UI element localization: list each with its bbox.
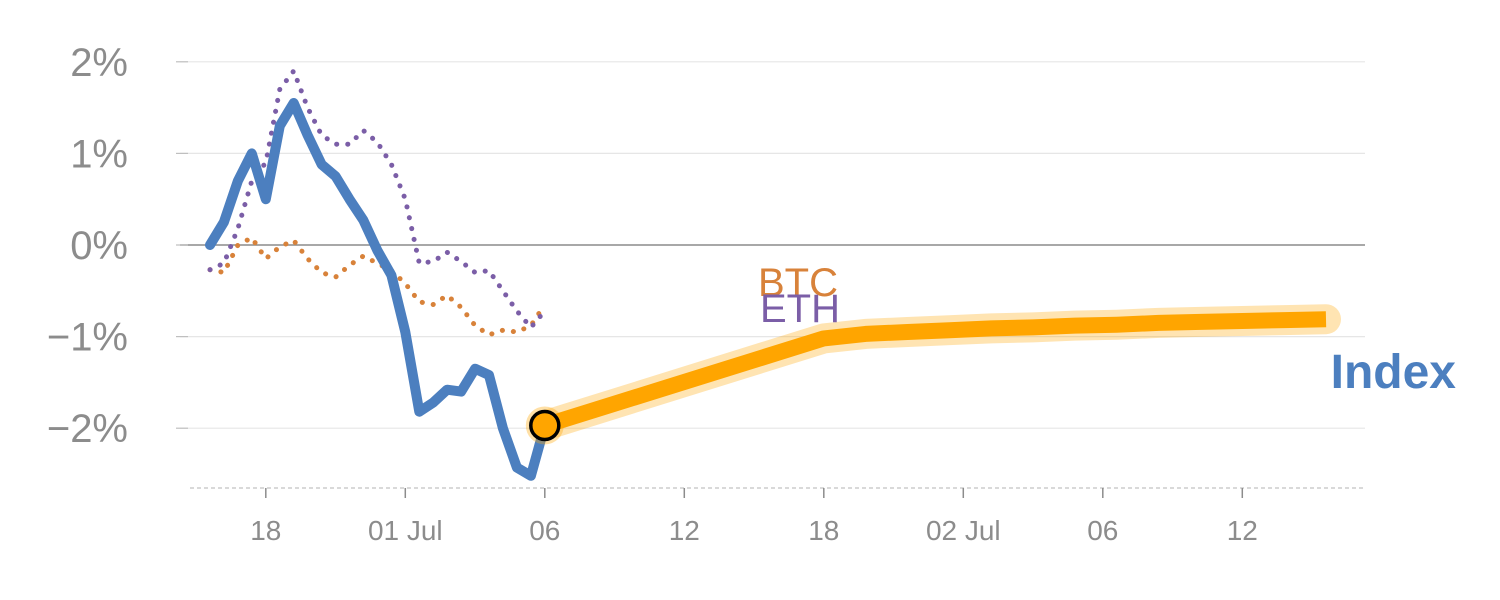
series-line-index [205,98,550,481]
series-line-index-forecast [542,311,1327,434]
series-line-eth [207,68,548,330]
x-tick-label: 02 Jul [926,515,1001,546]
series-label-index: Index [1331,346,1457,399]
y-tick-label: −1% [47,316,128,360]
y-axis-ticks: 2% 1% 0% −1% −2% [47,41,128,451]
y-tick-label: 1% [70,132,128,176]
highlight-marker-group [525,406,564,445]
series-lines [205,68,1341,481]
y-tick-label: 2% [70,41,128,85]
x-tick-label: 01 Jul [368,515,443,546]
highlight-marker [529,409,561,442]
x-tick-label: 18 [808,515,839,546]
series-labels: BTC ETH Index [758,261,1456,399]
x-tick-label: 12 [1227,515,1258,546]
x-tick-label: 06 [1087,515,1118,546]
y-tick-label: −2% [47,407,128,451]
series-label-btc: BTC [758,261,838,305]
y-tick-label: 0% [70,224,128,268]
x-tick-label: 06 [529,515,560,546]
series-label-eth: ETH [760,287,840,331]
x-tick-label: 12 [669,515,700,546]
x-tick-label: 18 [250,515,281,546]
x-axis-ticks: 18 01 Jul 06 12 18 02 Jul 06 12 [250,488,1258,546]
